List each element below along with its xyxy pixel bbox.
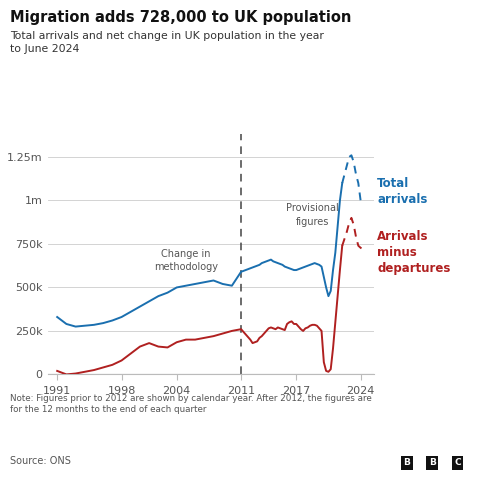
Text: Total
arrivals: Total arrivals xyxy=(377,177,428,206)
Text: Note: Figures prior to 2012 are shown by calendar year. After 2012, the figures : Note: Figures prior to 2012 are shown by… xyxy=(10,394,372,414)
Text: Total arrivals and net change in UK population in the year
to June 2024: Total arrivals and net change in UK popu… xyxy=(10,31,324,54)
Text: B: B xyxy=(403,458,410,468)
Text: B: B xyxy=(429,458,435,468)
Text: C: C xyxy=(454,458,461,468)
Text: Migration adds 728,000 to UK population: Migration adds 728,000 to UK population xyxy=(10,10,351,24)
Text: Arrivals
minus
departures: Arrivals minus departures xyxy=(377,230,451,275)
Text: Source: ONS: Source: ONS xyxy=(10,456,71,466)
Text: Provisional
figures: Provisional figures xyxy=(287,204,339,227)
Text: Change in
methodology: Change in methodology xyxy=(154,249,218,272)
